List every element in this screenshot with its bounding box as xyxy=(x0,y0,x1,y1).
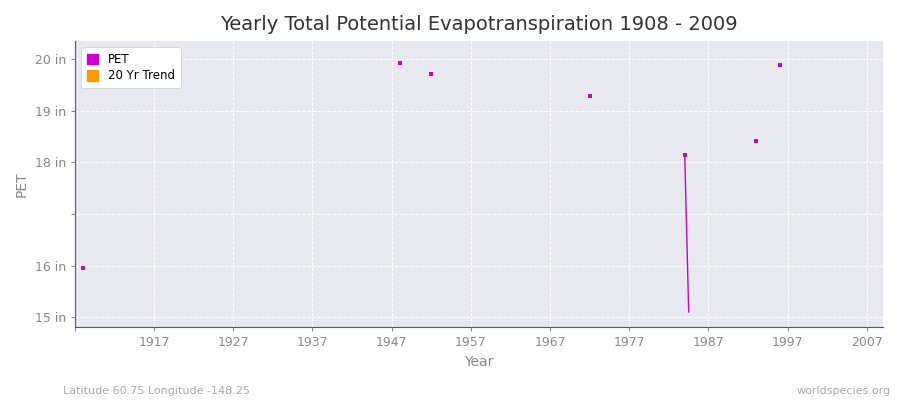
X-axis label: Year: Year xyxy=(464,355,493,369)
Point xyxy=(678,152,692,158)
Point xyxy=(772,62,787,68)
Title: Yearly Total Potential Evapotranspiration 1908 - 2009: Yearly Total Potential Evapotranspiratio… xyxy=(220,15,738,34)
Point xyxy=(749,138,763,144)
Point xyxy=(392,60,407,66)
Text: worldspecies.org: worldspecies.org xyxy=(796,386,891,396)
Text: Latitude 60.75 Longitude -148.25: Latitude 60.75 Longitude -148.25 xyxy=(63,386,250,396)
Point xyxy=(582,93,597,100)
Y-axis label: PET: PET xyxy=(15,172,29,197)
Legend: PET, 20 Yr Trend: PET, 20 Yr Trend xyxy=(81,47,181,88)
Point xyxy=(424,70,438,77)
Point xyxy=(76,265,90,271)
